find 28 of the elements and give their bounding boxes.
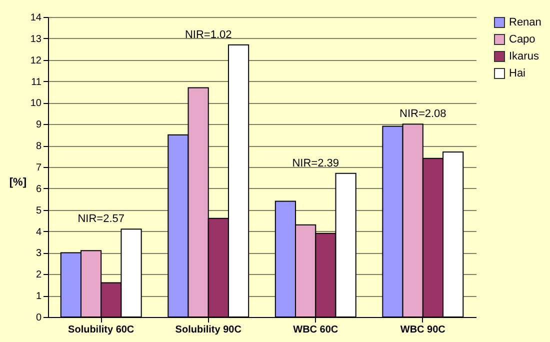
legend-label: Hai (509, 68, 526, 80)
x-tick-label: Solubility 90C (175, 324, 242, 336)
x-tick-label: WBC 90C (400, 324, 446, 336)
annotation: NIR=2.39 (292, 157, 340, 170)
y-tick-label: 1 (36, 291, 42, 302)
y-tick-label: 9 (36, 120, 42, 131)
y-tick-label: 3 (36, 248, 42, 260)
annotation: NIR=1.02 (184, 28, 232, 41)
y-tick-label: 4 (36, 226, 42, 238)
y-tick-label: 12 (30, 55, 42, 66)
y-tick-label: 2 (36, 270, 42, 281)
x-tick-label: Solubility 60C (68, 324, 134, 336)
y-tick-label: 11 (31, 76, 42, 88)
x-tick-label: WBC 60C (293, 324, 338, 336)
y-tick-label: 8 (36, 141, 42, 152)
legend-label: Ikarus (509, 50, 540, 62)
y-tick-label: 14 (30, 12, 42, 24)
y-tick-label: 13 (30, 34, 42, 45)
y-tick-label: 6 (36, 184, 42, 195)
legend-label: Capo (509, 34, 536, 46)
y-tick-label: 10 (30, 98, 42, 110)
annotation: NIR=2.08 (400, 108, 446, 120)
y-tick-label: 7 (36, 162, 42, 174)
legend-label: Renan (509, 16, 542, 28)
annotation: NIR=2.57 (78, 213, 124, 226)
y-axis-title: [%] (9, 176, 27, 188)
y-tick-label: 5 (36, 205, 42, 216)
y-tick-label: 0 (36, 312, 42, 324)
